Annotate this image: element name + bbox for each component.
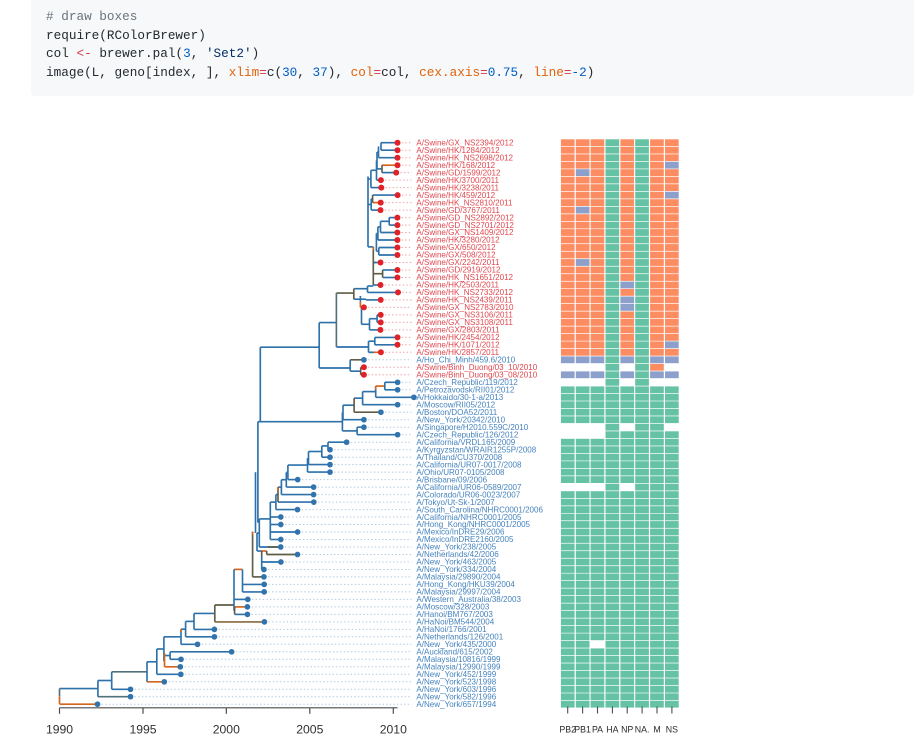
svg-text:A/Kyrgyzstan/WRAIR1255P/2008: A/Kyrgyzstan/WRAIR1255P/2008 <box>416 445 536 454</box>
svg-text:PA: PA <box>592 724 603 734</box>
svg-text:PB2: PB2 <box>559 724 576 734</box>
svg-text:A/Swine/GX/650/2012: A/Swine/GX/650/2012 <box>416 243 496 252</box>
svg-text:A/Malaysia/29997/2004: A/Malaysia/29997/2004 <box>416 588 501 597</box>
svg-text:A/Swine/HK/1071/2012: A/Swine/HK/1071/2012 <box>416 341 500 350</box>
svg-text:A/Swine/GD_NS2892/2012: A/Swine/GD_NS2892/2012 <box>416 213 514 222</box>
svg-text:A/Swine/HK_NS2439/2011: A/Swine/HK_NS2439/2011 <box>416 296 513 305</box>
svg-text:A/Czech_Republic/119/2012: A/Czech_Republic/119/2012 <box>416 378 518 387</box>
svg-text:A/Swine/GD_NS2701/2012: A/Swine/GD_NS2701/2012 <box>416 221 514 230</box>
svg-text:A/New_York/582/1996: A/New_York/582/1996 <box>416 692 496 701</box>
svg-text:A/Swine/HK/1284/2012: A/Swine/HK/1284/2012 <box>416 146 500 155</box>
svg-text:A/New_York/657/1994: A/New_York/657/1994 <box>416 700 496 709</box>
svg-text:A/New_York/523/1998: A/New_York/523/1998 <box>416 678 496 687</box>
svg-text:A/Malaysia/29890/2004: A/Malaysia/29890/2004 <box>416 573 501 582</box>
svg-text:A/Swine/HK_NS2810/2011: A/Swine/HK_NS2810/2011 <box>416 198 513 207</box>
svg-text:HA: HA <box>606 724 618 734</box>
svg-text:A/Ohio/UR07-0105/2008: A/Ohio/UR07-0105/2008 <box>416 468 505 477</box>
svg-text:A/Swine/HK/3280/2012: A/Swine/HK/3280/2012 <box>416 236 500 245</box>
svg-text:A/Mexico/InDRE29/2006: A/Mexico/InDRE29/2006 <box>416 528 505 537</box>
svg-text:A/California/NHRC0001/2005: A/California/NHRC0001/2005 <box>416 513 522 522</box>
svg-text:A/Swine/HK/2454/2012: A/Swine/HK/2454/2012 <box>416 333 500 342</box>
svg-text:1990: 1990 <box>46 722 73 736</box>
svg-text:NP: NP <box>621 724 633 734</box>
svg-text:2005: 2005 <box>296 722 323 736</box>
svg-text:A/Swine/GX/2803/2011: A/Swine/GX/2803/2011 <box>416 326 500 335</box>
svg-text:A/Brisbane/09/2006: A/Brisbane/09/2006 <box>416 475 487 484</box>
svg-text:A/California/VRDL165/2009: A/California/VRDL165/2009 <box>416 438 515 447</box>
svg-text:A/Swine/GX_NS3108/2011: A/Swine/GX_NS3108/2011 <box>416 318 513 327</box>
svg-text:1995: 1995 <box>129 722 156 736</box>
svg-text:A/New_York/20342/2010: A/New_York/20342/2010 <box>416 415 505 424</box>
svg-text:A/California/UR07-0017/2008: A/California/UR07-0017/2008 <box>416 460 522 469</box>
svg-text:M: M <box>653 724 660 734</box>
svg-text:2000: 2000 <box>213 722 240 736</box>
svg-text:A/Swine/GX_NS1409/2012: A/Swine/GX_NS1409/2012 <box>416 228 514 237</box>
svg-text:A/Petrozavodsk/RII01/2012: A/Petrozavodsk/RII01/2012 <box>416 386 514 395</box>
svg-text:A/Swine/HK/3700/2011: A/Swine/HK/3700/2011 <box>416 176 499 185</box>
svg-text:A/Hokkaido/30-1-a/2013: A/Hokkaido/30-1-a/2013 <box>416 393 503 402</box>
svg-text:A/Malaysia/12990/1999: A/Malaysia/12990/1999 <box>416 663 501 672</box>
svg-text:A/Hanoi/BM767/2003: A/Hanoi/BM767/2003 <box>416 610 493 619</box>
svg-text:A/Swine/GD/2919/2012: A/Swine/GD/2919/2012 <box>416 266 501 275</box>
svg-text:A/New_York/334/2004: A/New_York/334/2004 <box>416 565 496 574</box>
svg-text:NS: NS <box>666 724 678 734</box>
svg-text:A/New_York/603/1996: A/New_York/603/1996 <box>416 685 496 694</box>
svg-text:A/Boston/DOA52/2011: A/Boston/DOA52/2011 <box>416 408 497 417</box>
svg-text:A/Swine/Binh_Duong/03_10/2010: A/Swine/Binh_Duong/03_10/2010 <box>416 363 537 372</box>
svg-text:A/Auckland/615/2002: A/Auckland/615/2002 <box>416 648 493 657</box>
svg-text:A/New_York/463/2005: A/New_York/463/2005 <box>416 558 496 567</box>
svg-text:A/Swine/HK/168/2012: A/Swine/HK/168/2012 <box>416 161 495 170</box>
svg-text:A/Moscow/RII05/2012: A/Moscow/RII05/2012 <box>416 400 495 409</box>
svg-text:A/New_York/452/1999: A/New_York/452/1999 <box>416 670 496 679</box>
svg-text:A/Thailand/CU370/2008: A/Thailand/CU370/2008 <box>416 453 502 462</box>
svg-text:A/Swine/HK_NS2698/2012: A/Swine/HK_NS2698/2012 <box>416 153 513 162</box>
svg-text:A/HaNoi/1766/2001: A/HaNoi/1766/2001 <box>416 625 487 634</box>
svg-text:A/Swine/HK/3238/2011: A/Swine/HK/3238/2011 <box>416 183 499 192</box>
svg-text:A/Swine/GX/2242/2011: A/Swine/GX/2242/2011 <box>416 258 500 267</box>
svg-text:A/Swine/HK_NS1651/2012: A/Swine/HK_NS1651/2012 <box>416 273 513 282</box>
svg-text:2010: 2010 <box>380 722 407 736</box>
svg-text:A/South_Carolina/NHRC0001/2006: A/South_Carolina/NHRC0001/2006 <box>416 505 543 514</box>
svg-text:A/Singapore/H2010.559C/2010: A/Singapore/H2010.559C/2010 <box>416 423 528 432</box>
svg-text:A/Mexico/InDRE2160/2005: A/Mexico/InDRE2160/2005 <box>416 535 514 544</box>
svg-text:A/Swine/GX_NS3106/2011: A/Swine/GX_NS3106/2011 <box>416 311 513 320</box>
svg-text:A/Swine/GX/508/2012: A/Swine/GX/508/2012 <box>416 251 496 260</box>
svg-text:A/Hong_Kong/NHRC0001/2005: A/Hong_Kong/NHRC0001/2005 <box>416 520 530 529</box>
svg-text:A/Hong_Kong/HKU39/2004: A/Hong_Kong/HKU39/2004 <box>416 580 515 589</box>
svg-text:A/Western_Australia/38/2003: A/Western_Australia/38/2003 <box>416 595 521 604</box>
svg-text:A/Ho_Chi_Minh/459.6/2010: A/Ho_Chi_Minh/459.6/2010 <box>416 356 515 365</box>
svg-text:A/Swine/GD/3767/2011: A/Swine/GD/3767/2011 <box>416 206 500 215</box>
svg-text:A/Swine/Binh_Duong/03_08/2010: A/Swine/Binh_Duong/03_08/2010 <box>416 371 537 380</box>
svg-text:A/Swine/HK/2503/2011: A/Swine/HK/2503/2011 <box>416 281 499 290</box>
svg-text:A/Swine/HK/459/2012: A/Swine/HK/459/2012 <box>416 191 495 200</box>
svg-text:A/Colorado/UR06-0023/2007: A/Colorado/UR06-0023/2007 <box>416 490 520 499</box>
svg-text:A/California/UR06-0589/2007: A/California/UR06-0589/2007 <box>416 483 522 492</box>
svg-text:A/Malaysia/10816/1999: A/Malaysia/10816/1999 <box>416 655 501 664</box>
svg-text:A/Swine/GX_NS2783/2010: A/Swine/GX_NS2783/2010 <box>416 303 514 312</box>
svg-text:A/Netherlands/126/2001: A/Netherlands/126/2001 <box>416 633 503 642</box>
svg-text:A/Swine/GD/1599/2012: A/Swine/GD/1599/2012 <box>416 168 501 177</box>
svg-text:A/New_York/238/2005: A/New_York/238/2005 <box>416 543 496 552</box>
svg-text:A/Moscow/328/2003: A/Moscow/328/2003 <box>416 603 489 612</box>
svg-text:A/Netherlands/42/2006: A/Netherlands/42/2006 <box>416 550 499 559</box>
svg-text:A/Tokyo/Ut-Sk-1/2007: A/Tokyo/Ut-Sk-1/2007 <box>416 498 495 507</box>
svg-text:PB1: PB1 <box>574 724 591 734</box>
svg-text:A/New_York/435/2000: A/New_York/435/2000 <box>416 640 496 649</box>
svg-text:A/HaNoi/BM544/2004: A/HaNoi/BM544/2004 <box>416 618 494 627</box>
svg-text:NA.: NA. <box>635 724 650 734</box>
svg-text:A/Swine/GX_NS2394/2012: A/Swine/GX_NS2394/2012 <box>416 138 514 147</box>
svg-text:A/Swine/HK/2857/2011: A/Swine/HK/2857/2011 <box>416 348 499 357</box>
svg-text:A/Czech_Republic/126/2012: A/Czech_Republic/126/2012 <box>416 430 519 439</box>
svg-text:A/Swine/HK_NS2733/2012: A/Swine/HK_NS2733/2012 <box>416 288 513 297</box>
